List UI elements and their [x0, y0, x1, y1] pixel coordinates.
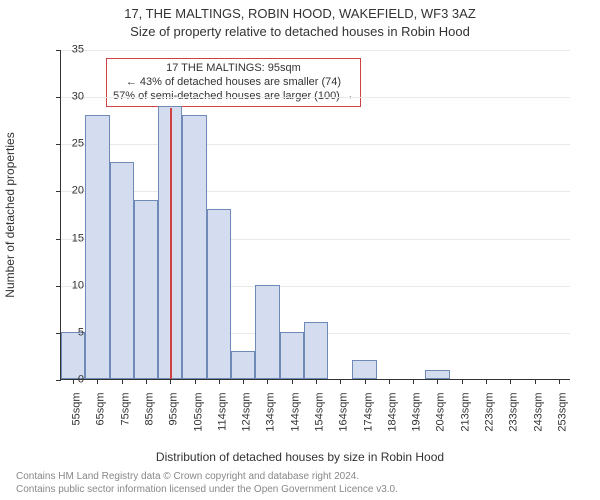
x-tick-mark [292, 379, 293, 384]
x-tick-mark [146, 379, 147, 384]
y-tick-label: 5 [54, 327, 84, 338]
x-tick-label: 213sqm [460, 393, 471, 432]
x-tick-mark [535, 379, 536, 384]
x-tick-mark [195, 379, 196, 384]
x-tick-label: 85sqm [145, 393, 156, 426]
histogram-bar [255, 285, 279, 379]
x-tick-mark [243, 379, 244, 384]
chart-container: 17, THE MALTINGS, ROBIN HOOD, WAKEFIELD,… [0, 0, 600, 500]
x-tick-label: 114sqm [217, 393, 228, 431]
x-tick-label: 253sqm [557, 393, 568, 432]
x-tick-label: 194sqm [412, 393, 423, 432]
x-tick-label: 174sqm [363, 393, 374, 432]
y-tick-label: 10 [54, 280, 84, 291]
x-tick-label: 184sqm [387, 393, 398, 432]
histogram-bar [280, 332, 304, 379]
footer-attribution: Contains HM Land Registry data © Crown c… [16, 471, 398, 496]
x-tick-label: 144sqm [290, 393, 301, 432]
x-tick-label: 223sqm [485, 393, 496, 432]
annotation-box: 17 THE MALTINGS: 95sqm ← 43% of detached… [106, 58, 361, 107]
histogram-bar [425, 370, 449, 379]
y-tick-label: 25 [54, 139, 84, 150]
x-tick-label: 95sqm [169, 393, 180, 426]
x-tick-label: 233sqm [509, 393, 520, 432]
x-tick-mark [316, 379, 317, 384]
x-tick-mark [462, 379, 463, 384]
grid-line [61, 144, 570, 145]
y-tick-label: 30 [54, 92, 84, 103]
y-axis-label: Number of detached properties [3, 132, 17, 297]
x-tick-mark [267, 379, 268, 384]
x-tick-label: 154sqm [315, 393, 326, 432]
annotation-line1: 17 THE MALTINGS: 95sqm [113, 62, 354, 76]
x-tick-label: 204sqm [436, 393, 447, 432]
x-tick-label: 124sqm [242, 393, 253, 432]
histogram-bar [207, 209, 231, 379]
annotation-line2: ← 43% of detached houses are smaller (74… [113, 76, 354, 90]
x-tick-mark [559, 379, 560, 384]
x-tick-mark [122, 379, 123, 384]
x-tick-label: 243sqm [533, 393, 544, 432]
grid-line [61, 191, 570, 192]
x-tick-mark [510, 379, 511, 384]
chart-title-line1: 17, THE MALTINGS, ROBIN HOOD, WAKEFIELD,… [0, 6, 600, 21]
grid-line [61, 97, 570, 98]
x-tick-mark [97, 379, 98, 384]
histogram-bar [352, 360, 376, 379]
x-tick-mark [437, 379, 438, 384]
footer-line1: Contains HM Land Registry data © Crown c… [16, 471, 398, 484]
x-tick-label: 75sqm [120, 393, 131, 426]
plot-area: 17 THE MALTINGS: 95sqm ← 43% of detached… [60, 50, 570, 380]
y-tick-label: 15 [54, 233, 84, 244]
x-tick-label: 55sqm [72, 393, 83, 426]
histogram-bar [61, 332, 85, 379]
x-tick-mark [340, 379, 341, 384]
x-tick-mark [365, 379, 366, 384]
histogram-bar [110, 162, 134, 379]
x-tick-label: 65sqm [96, 393, 107, 426]
histogram-bar [134, 200, 158, 379]
grid-line [61, 50, 570, 51]
histogram-bar [304, 322, 328, 379]
histogram-bar [85, 115, 109, 379]
x-tick-label: 164sqm [339, 393, 350, 432]
x-tick-label: 105sqm [193, 393, 204, 432]
chart-title-line2: Size of property relative to detached ho… [0, 24, 600, 39]
y-tick-label: 0 [54, 375, 84, 386]
histogram-bar [231, 351, 255, 379]
x-tick-label: 134sqm [266, 393, 277, 432]
x-tick-mark [389, 379, 390, 384]
x-tick-mark [219, 379, 220, 384]
marker-line [170, 108, 172, 379]
x-axis-label: Distribution of detached houses by size … [0, 450, 600, 464]
x-tick-mark [486, 379, 487, 384]
x-tick-mark [170, 379, 171, 384]
histogram-bar [182, 115, 206, 379]
y-tick-label: 35 [54, 45, 84, 56]
footer-line2: Contains public sector information licen… [16, 484, 398, 497]
x-tick-mark [413, 379, 414, 384]
y-tick-label: 20 [54, 186, 84, 197]
